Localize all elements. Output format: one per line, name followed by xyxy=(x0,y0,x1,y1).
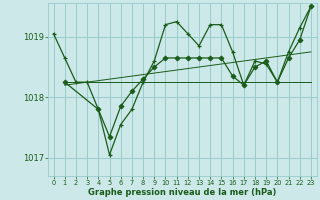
X-axis label: Graphe pression niveau de la mer (hPa): Graphe pression niveau de la mer (hPa) xyxy=(88,188,276,197)
